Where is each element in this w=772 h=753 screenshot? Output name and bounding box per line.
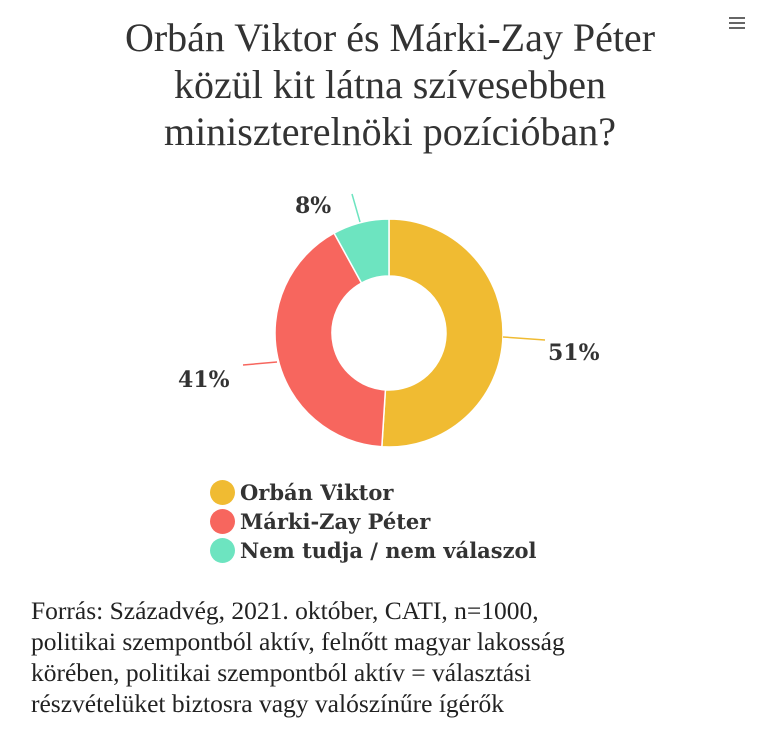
legend-label: Orbán Viktor xyxy=(240,480,394,505)
connector-line xyxy=(351,193,361,223)
source-line: Forrás: Századvég, 2021. október, CATI, … xyxy=(31,596,539,625)
legend-dot-icon xyxy=(210,480,235,505)
donut-slice-1[interactable] xyxy=(274,232,387,448)
data-label: 8% xyxy=(295,193,331,219)
source-line: politikai szempontból aktív, felnőtt mag… xyxy=(31,627,565,656)
label-connectors xyxy=(242,193,546,366)
title-line-2: közül kit látna szívesebben xyxy=(173,62,607,107)
connector-line xyxy=(242,361,278,366)
legend-dot-icon xyxy=(210,538,235,563)
chart-title: Orbán Viktor és Márki-Zay Péter közül ki… xyxy=(60,14,720,155)
legend-label: Márki-Zay Péter xyxy=(240,509,431,534)
donut-slice-0[interactable] xyxy=(381,218,504,448)
legend-item-marki-zay[interactable]: Márki-Zay Péter xyxy=(210,507,537,536)
legend-dot-icon xyxy=(210,509,235,534)
source-line: körében, politikai szempontból aktív = v… xyxy=(31,658,532,687)
source-note: Forrás: Századvég, 2021. október, CATI, … xyxy=(31,595,751,719)
title-line-1: Orbán Viktor és Márki-Zay Péter xyxy=(124,15,656,60)
title-line-3: miniszterelnöki pozícióban? xyxy=(163,109,617,154)
data-label: 51% xyxy=(548,340,600,366)
donut-slices xyxy=(274,218,504,448)
legend-label: Nem tudja / nem válaszol xyxy=(240,538,537,563)
source-line: részvételüket biztosra vagy valószínűre … xyxy=(31,689,504,718)
legend-item-nem-tudja[interactable]: Nem tudja / nem válaszol xyxy=(210,536,537,565)
connector-line xyxy=(502,336,546,341)
legend-item-orban[interactable]: Orbán Viktor xyxy=(210,478,537,507)
hamburger-menu-icon[interactable] xyxy=(729,17,745,31)
legend: Orbán Viktor Márki-Zay Péter Nem tudja /… xyxy=(210,478,537,565)
data-label: 41% xyxy=(178,367,230,393)
donut-slice-2[interactable] xyxy=(333,218,390,285)
data-labels: 51% 41% 8% xyxy=(178,193,600,393)
